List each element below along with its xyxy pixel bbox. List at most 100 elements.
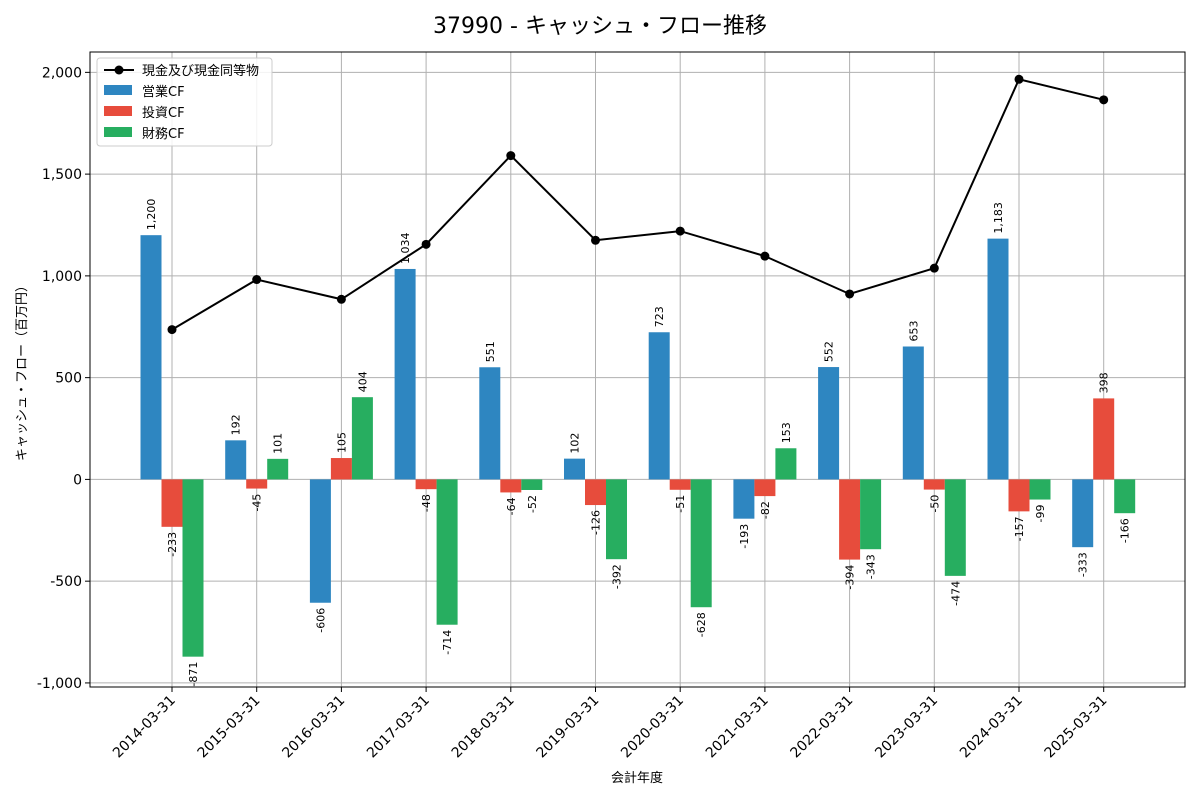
x-tick-label: 2020-03-31 <box>618 693 687 762</box>
bar-value-label: 653 <box>907 321 920 342</box>
bar-operating-cf <box>1072 479 1094 548</box>
bar-investing-cf <box>585 479 606 506</box>
bar-value-label: 192 <box>230 414 243 435</box>
bar-value-label: -52 <box>526 495 539 513</box>
bar-financing-cf <box>860 479 882 550</box>
bar-investing-cf <box>1093 398 1115 480</box>
bar-financing-cf <box>1029 479 1051 500</box>
bar-investing-cf <box>923 479 945 490</box>
x-tick-label: 2014-03-31 <box>110 693 179 762</box>
legend-label-operating: 営業CF <box>142 84 185 100</box>
cash-line <box>167 74 1109 335</box>
legend-label-investing: 投資CF <box>142 105 185 121</box>
y-tick-label: 2,000 <box>42 65 82 81</box>
bar-value-label: 153 <box>780 422 793 443</box>
bar-investing-cf <box>839 479 861 560</box>
bar-financing-cf <box>182 479 204 657</box>
bar-value-label: -64 <box>505 497 518 515</box>
x-tick-label: 2016-03-31 <box>279 693 348 762</box>
bar-value-label: 404 <box>356 371 369 392</box>
bar-financing-cf <box>775 448 797 480</box>
legend-swatch-investing <box>104 106 132 116</box>
bar-investing-cf <box>1008 479 1030 512</box>
x-tick-label: 2021-03-31 <box>703 693 772 762</box>
bar-value-label: -474 <box>949 581 962 606</box>
bar-investing-cf <box>754 479 776 497</box>
bar-operating-cf <box>648 332 670 480</box>
bar-investing-cf <box>246 479 268 489</box>
bar-operating-cf <box>733 479 755 519</box>
grid <box>90 52 1185 687</box>
legend-swatch-financing <box>104 127 132 137</box>
bar-investing-cf <box>669 479 691 490</box>
x-axis-label: 会計年度 <box>611 770 663 786</box>
bar-financing-cf <box>351 397 373 480</box>
bar-investing-cf <box>161 479 183 527</box>
x-tick-label: 2019-03-31 <box>533 693 602 762</box>
x-tick-label: 2018-03-31 <box>449 693 518 762</box>
bar-value-label: -606 <box>314 608 327 633</box>
cash-line-point <box>336 294 346 304</box>
bar-labels: 1,200 192 -606 1,034 551 102 723 -193 552 653 1,18… <box>145 199 1132 687</box>
cash-line-point <box>929 263 939 273</box>
bar-financing-cf <box>267 458 289 480</box>
x-tick-label: 2025-03-31 <box>1042 693 1111 762</box>
bar-operating-cf <box>394 268 416 480</box>
x-tick-label: 2015-03-31 <box>195 693 264 762</box>
bar-value-label: 1,183 <box>992 202 1005 234</box>
bar-financing-cf <box>606 479 627 560</box>
bar-value-label: -126 <box>590 510 603 535</box>
bars <box>140 235 1136 657</box>
cash-line-point <box>252 275 262 285</box>
bar-value-label: -51 <box>674 495 687 513</box>
bar-value-label: -394 <box>844 565 857 590</box>
y-tick-label: 1,000 <box>42 269 82 285</box>
y-tick-label: 0 <box>73 472 82 488</box>
bar-operating-cf <box>479 367 501 480</box>
y-tick-label: -1,000 <box>37 676 82 692</box>
y-tick-label: 1,500 <box>42 167 82 183</box>
cash-line-point <box>506 151 516 161</box>
bar-value-label: 105 <box>335 432 348 453</box>
bar-value-label: -45 <box>251 494 264 512</box>
bar-value-label: -50 <box>928 495 941 513</box>
cash-line-point <box>167 325 177 335</box>
cash-line-point <box>760 251 770 261</box>
bar-operating-cf <box>225 440 247 480</box>
bar-financing-cf <box>436 479 458 625</box>
bar-operating-cf <box>987 238 1009 480</box>
plot-frame <box>89 51 1186 688</box>
cash-line-point <box>845 289 855 299</box>
y-tick-label: -500 <box>50 574 82 590</box>
bar-value-label: 723 <box>653 306 666 327</box>
x-axis-ticks: 2014-03-31 2015-03-31 2016-03-31 2017-03-31… <box>110 687 1111 761</box>
bar-operating-cf <box>140 235 162 480</box>
y-axis-label: キャッシュ・フロー（百万円） <box>15 279 30 461</box>
x-tick-label: 2017-03-31 <box>364 693 433 762</box>
cash-line-point <box>1099 95 1109 105</box>
cash-line-point <box>675 226 685 236</box>
bar-financing-cf <box>521 479 543 490</box>
y-axis-ticks: -1,000 -500 0 500 1,000 1,500 2,000 <box>37 65 90 692</box>
bar-operating-cf <box>309 479 331 603</box>
bar-value-label: -333 <box>1077 552 1090 577</box>
bar-investing-cf <box>500 479 522 493</box>
bar-operating-cf <box>902 346 924 480</box>
x-tick-label: 2023-03-31 <box>872 693 941 762</box>
legend-frame <box>96 57 273 147</box>
bar-investing-cf <box>415 479 437 490</box>
legend-swatch-operating <box>104 85 132 95</box>
legend: 現金及び現金同等物 営業CF 投資CF 財務CF <box>96 57 273 147</box>
bar-value-label: -628 <box>695 612 708 637</box>
legend-label-cash: 現金及び現金同等物 <box>142 63 259 79</box>
cash-line-point <box>421 239 431 249</box>
bar-operating-cf <box>818 367 840 480</box>
bar-financing-cf <box>944 479 966 576</box>
bar-value-label: -233 <box>166 532 179 557</box>
bar-value-label: 102 <box>569 433 582 454</box>
bar-value-label: 101 <box>272 433 285 454</box>
bar-value-label: 1,200 <box>145 199 158 231</box>
bar-value-label: -48 <box>420 494 433 512</box>
bar-value-label: -166 <box>1119 518 1132 543</box>
